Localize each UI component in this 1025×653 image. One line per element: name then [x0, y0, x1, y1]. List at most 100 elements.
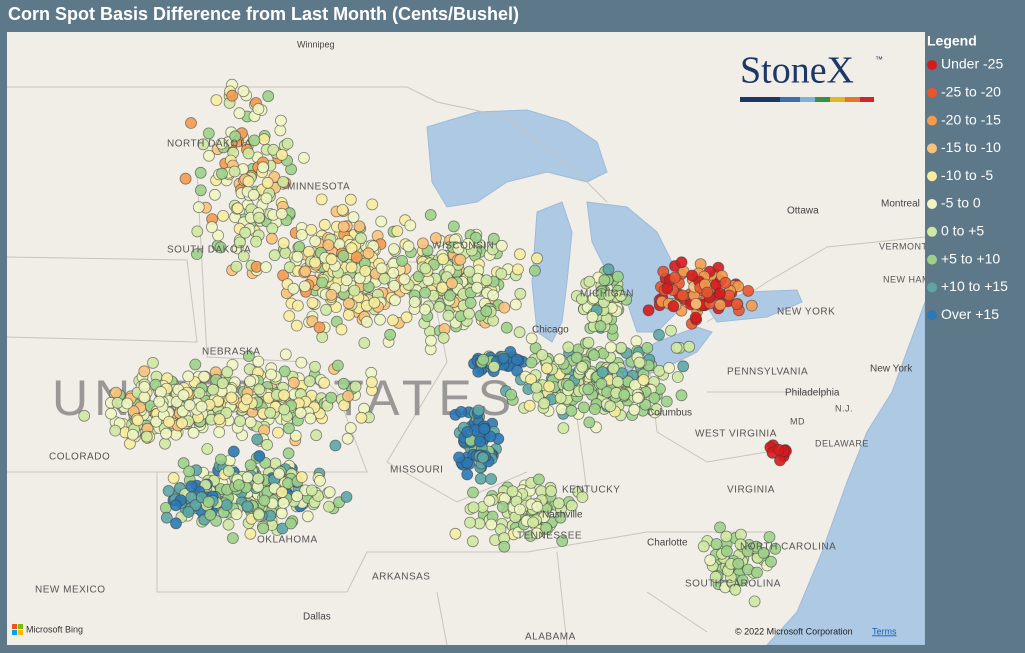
location-dot[interactable] — [194, 166, 207, 179]
location-dot[interactable] — [241, 471, 254, 484]
location-dot[interactable] — [138, 381, 151, 393]
location-dot[interactable] — [240, 393, 253, 406]
location-dot[interactable] — [210, 94, 223, 106]
location-dot[interactable] — [633, 356, 646, 369]
location-dot[interactable] — [454, 253, 467, 266]
location-dot[interactable] — [485, 473, 498, 485]
location-dot[interactable] — [234, 415, 247, 428]
location-dot[interactable] — [732, 557, 745, 570]
location-dot[interactable] — [299, 265, 312, 278]
legend-swatch[interactable] — [927, 87, 937, 98]
location-dot[interactable] — [429, 232, 442, 245]
location-dot[interactable] — [213, 413, 226, 426]
location-dot[interactable] — [509, 298, 522, 311]
location-dot[interactable] — [362, 247, 375, 260]
location-dot[interactable] — [388, 279, 401, 292]
location-dot[interactable] — [337, 377, 350, 390]
location-dot[interactable] — [232, 479, 245, 491]
location-dot[interactable] — [714, 287, 726, 300]
location-dot[interactable] — [570, 351, 583, 364]
location-dot[interactable] — [233, 107, 246, 120]
location-dot[interactable] — [576, 491, 589, 504]
location-dot[interactable] — [342, 308, 355, 321]
location-dot[interactable] — [514, 287, 527, 300]
location-dot[interactable] — [433, 300, 446, 313]
legend-label[interactable]: Under -25 — [941, 56, 1003, 72]
location-dot[interactable] — [447, 220, 460, 233]
location-dot[interactable] — [745, 299, 758, 312]
location-dot[interactable] — [618, 388, 631, 401]
location-dot[interactable] — [241, 500, 254, 513]
legend-swatch[interactable] — [927, 226, 937, 237]
location-dot[interactable] — [665, 324, 677, 337]
location-dot[interactable] — [294, 406, 307, 419]
location-dot[interactable] — [704, 554, 717, 567]
location-dot[interactable] — [565, 404, 578, 417]
location-dot[interactable] — [347, 211, 360, 224]
location-dot[interactable] — [264, 406, 277, 419]
legend-label[interactable]: -10 to -5 — [941, 167, 993, 183]
location-dot[interactable] — [318, 376, 331, 389]
location-dot[interactable] — [335, 323, 348, 336]
location-dot[interactable] — [449, 527, 462, 540]
location-dot[interactable] — [138, 365, 151, 378]
location-dot[interactable] — [265, 368, 278, 381]
location-dot[interactable] — [387, 266, 400, 279]
location-dot[interactable] — [478, 423, 491, 435]
location-dot[interactable] — [190, 248, 203, 261]
location-dot[interactable] — [259, 261, 272, 274]
location-dot[interactable] — [527, 516, 539, 529]
location-dot[interactable] — [464, 516, 477, 529]
location-dot[interactable] — [689, 311, 702, 324]
location-dot[interactable] — [531, 500, 544, 513]
location-dot[interactable] — [244, 416, 257, 429]
location-dot[interactable] — [194, 184, 207, 197]
location-dot[interactable] — [424, 209, 437, 221]
location-dot[interactable] — [191, 225, 204, 238]
location-dot[interactable] — [109, 424, 122, 437]
location-dot[interactable] — [477, 353, 490, 366]
location-dot[interactable] — [488, 360, 501, 373]
location-dot[interactable] — [697, 540, 710, 553]
location-dot[interactable] — [772, 443, 785, 456]
location-dot[interactable] — [444, 289, 456, 302]
location-dot[interactable] — [602, 263, 615, 276]
location-dot[interactable] — [396, 254, 408, 267]
location-dot[interactable] — [244, 527, 257, 540]
location-dot[interactable] — [589, 403, 601, 416]
location-dot[interactable] — [176, 417, 188, 430]
location-dot[interactable] — [340, 491, 353, 503]
legend-label[interactable]: +10 to +15 — [941, 278, 1008, 294]
legend-label[interactable]: -15 to -10 — [941, 139, 1001, 155]
location-dot[interactable] — [594, 320, 607, 333]
location-dot[interactable] — [557, 422, 570, 435]
location-dot[interactable] — [78, 409, 91, 422]
location-dot[interactable] — [197, 138, 210, 151]
location-dot[interactable] — [375, 262, 388, 275]
location-dot[interactable] — [220, 499, 233, 512]
location-dot[interactable] — [266, 222, 279, 235]
location-dot[interactable] — [305, 484, 318, 497]
location-dot[interactable] — [387, 243, 400, 255]
location-dot[interactable] — [282, 447, 295, 460]
location-dot[interactable] — [348, 284, 361, 297]
location-dot[interactable] — [466, 535, 479, 548]
location-dot[interactable] — [582, 336, 595, 349]
location-dot[interactable] — [258, 133, 271, 146]
location-dot[interactable] — [402, 240, 415, 253]
location-dot[interactable] — [257, 161, 270, 174]
location-dot[interactable] — [391, 225, 404, 238]
location-dot[interactable] — [419, 286, 432, 299]
location-dot[interactable] — [159, 437, 171, 450]
location-dot[interactable] — [198, 370, 211, 383]
location-dot[interactable] — [442, 309, 455, 322]
location-dot[interactable] — [763, 531, 776, 543]
location-dot[interactable] — [533, 473, 545, 486]
location-dot[interactable] — [291, 250, 304, 263]
location-dot[interactable] — [473, 435, 486, 448]
location-dot[interactable] — [731, 298, 743, 311]
location-dot[interactable] — [565, 499, 578, 512]
location-dot[interactable] — [222, 465, 235, 477]
location-dot[interactable] — [671, 371, 684, 383]
location-dot[interactable] — [463, 265, 476, 278]
